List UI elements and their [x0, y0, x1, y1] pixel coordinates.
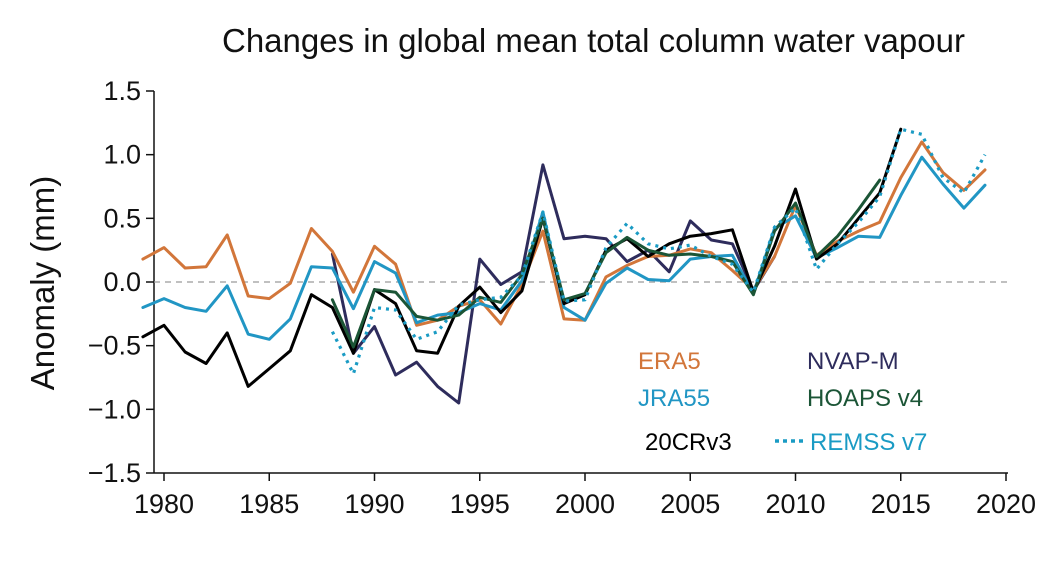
- x-tick-label: 2000: [555, 489, 615, 519]
- legend-label-era5: ERA5: [638, 348, 701, 375]
- chart-title: Changes in global mean total column wate…: [222, 22, 965, 59]
- x-tick-label: 2005: [660, 489, 720, 519]
- x-tick-label: 1980: [134, 489, 194, 519]
- series-line-remss-v7: [330, 127, 987, 376]
- x-tick-label: 1990: [344, 489, 404, 519]
- legend-label-remss-v7: REMSS v7: [810, 429, 927, 456]
- y-tick-label: 1.5: [103, 76, 141, 106]
- legend: ERA5 NVAP-M JRA55 HOAPS v4 20CRv3 REMSS …: [638, 348, 927, 456]
- series-line-hoaps-v4: [330, 178, 882, 349]
- series-line-20crv3: [141, 127, 903, 388]
- y-tick-label: 0.0: [103, 267, 141, 297]
- series-lines: [141, 127, 987, 405]
- series-line-nvap-m: [330, 163, 776, 405]
- y-axis-title: Anomaly (mm): [24, 176, 61, 391]
- x-tick-label: 1995: [450, 489, 510, 519]
- x-tick-label: 2015: [871, 489, 931, 519]
- x-tick-label: 2010: [765, 489, 825, 519]
- legend-label-hoaps-v4: HOAPS v4: [807, 385, 923, 412]
- y-tick-label: 0.5: [103, 203, 141, 233]
- legend-label-nvap-m: NVAP-M: [807, 348, 899, 375]
- y-tick-label: −1.5: [88, 458, 141, 488]
- legend-label-20crv3: 20CRv3: [645, 429, 732, 456]
- y-tick-label: −1.0: [88, 394, 141, 424]
- series-line-jra55: [141, 155, 987, 341]
- legend-label-jra55: JRA55: [638, 385, 710, 412]
- x-tick-label: 1985: [239, 489, 299, 519]
- y-tick-label: 1.0: [103, 140, 141, 170]
- y-tick-label: −0.5: [88, 331, 141, 361]
- x-tick-label: 2020: [976, 489, 1036, 519]
